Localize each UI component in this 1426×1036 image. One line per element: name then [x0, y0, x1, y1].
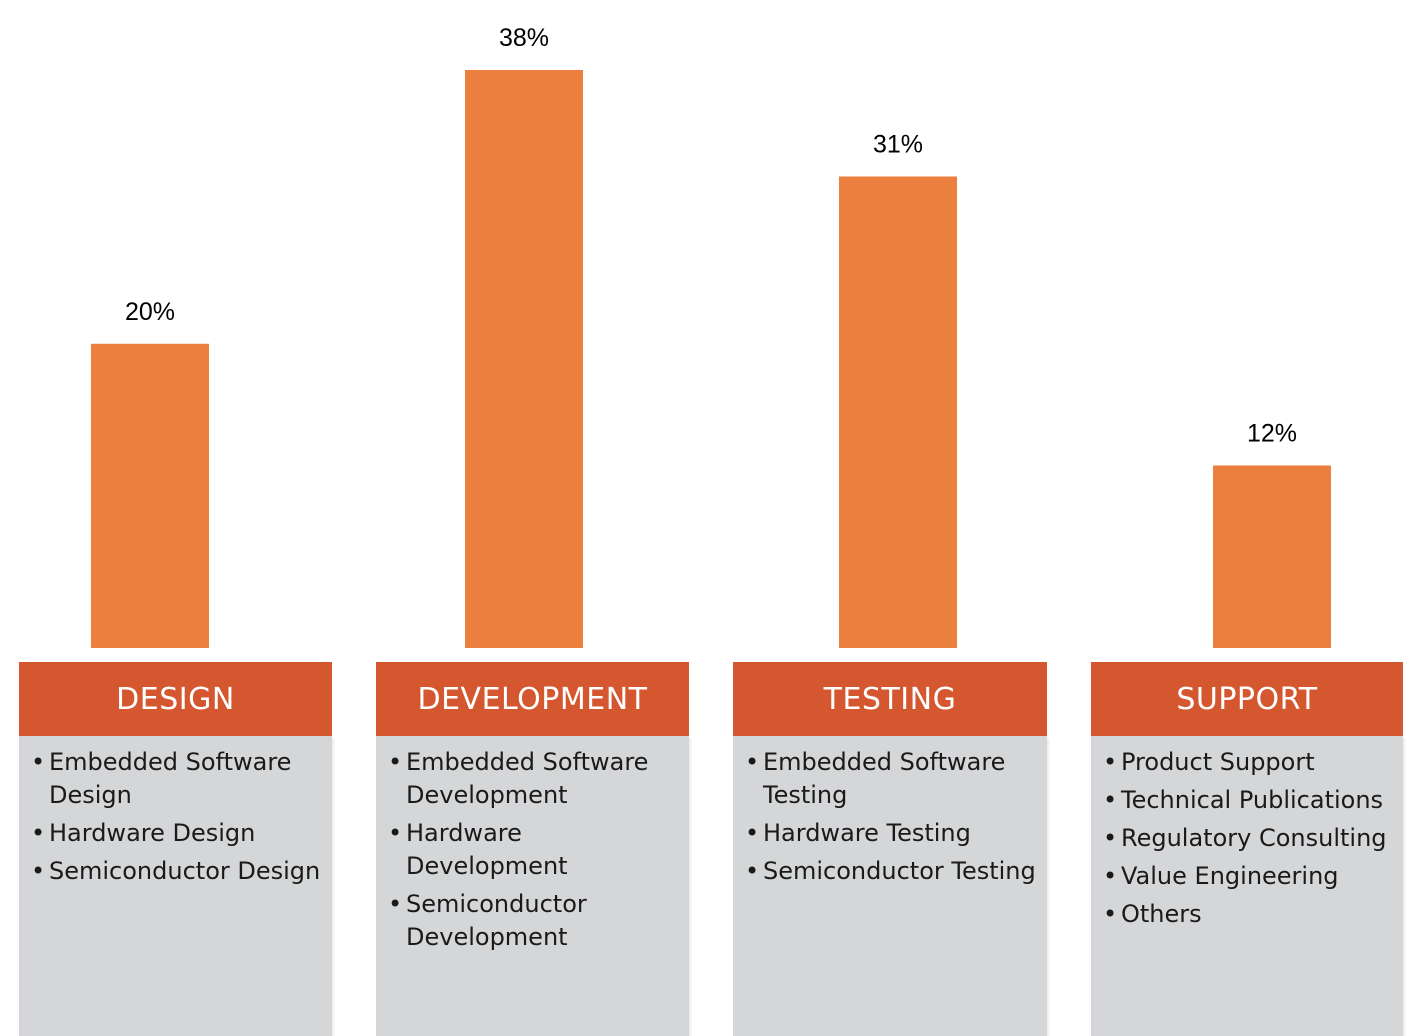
- panel-list-testing: • Embedded Software Testing • Hardware Tes…: [745, 746, 1039, 888]
- bullet-icon: •: [745, 857, 760, 885]
- list-item: • Technical Publications: [1103, 784, 1395, 817]
- list-item: • Semiconductor Development: [388, 888, 681, 954]
- panel-header-support: SUPPORT: [1091, 662, 1403, 736]
- panel-body-testing: • Embedded Software Testing • Hardware Tes…: [733, 736, 1047, 1036]
- list-item-text: Hardware Design: [49, 819, 256, 847]
- bar-chart: 20% 38% 31% 12%: [91, 24, 1331, 648]
- list-item: • Regulatory Consulting: [1103, 822, 1395, 855]
- data-label-design: 20%: [125, 298, 175, 326]
- list-item-text: Semiconductor Testing: [763, 857, 1036, 885]
- list-item: • Embedded Software Design: [31, 746, 324, 812]
- bullet-icon: •: [745, 748, 760, 776]
- list-item-text: Embedded Software Design: [49, 748, 292, 809]
- panel-testing: TESTING • Embedded Software Testing • Hard…: [733, 662, 1047, 1036]
- list-item-text: Hardware Development: [406, 819, 568, 880]
- list-item: • Embedded Software Development: [388, 746, 681, 812]
- bullet-icon: •: [31, 819, 46, 847]
- bar-support: [1213, 465, 1331, 648]
- list-item-text: Semiconductor Development: [406, 890, 587, 951]
- data-label-testing: 31%: [873, 130, 923, 158]
- list-item: • Others: [1103, 898, 1395, 931]
- list-item: • Embedded Software Testing: [745, 746, 1039, 812]
- panel-header-testing: TESTING: [733, 662, 1047, 736]
- list-item-text: Semiconductor Design: [49, 857, 321, 885]
- list-item: • Semiconductor Testing: [745, 855, 1039, 888]
- list-item-text: Value Engineering: [1121, 862, 1339, 890]
- bullet-icon: •: [1103, 824, 1118, 852]
- list-item: • Value Engineering: [1103, 860, 1395, 893]
- bullet-icon: •: [1103, 900, 1118, 928]
- bullet-icon: •: [31, 857, 46, 885]
- list-item-text: Embedded Software Testing: [763, 748, 1006, 809]
- data-label-development: 38%: [499, 24, 549, 52]
- bullet-icon: •: [745, 819, 760, 847]
- panel-body-development: • Embedded Software Development • Hardware…: [376, 736, 689, 1036]
- list-item-text: Hardware Testing: [763, 819, 971, 847]
- list-item-text: Embedded Software Development: [406, 748, 649, 809]
- bullet-icon: •: [1103, 786, 1118, 814]
- panel-body-design: • Embedded Software Design • Hardware Desi…: [19, 736, 332, 1036]
- list-item: • Hardware Testing: [745, 817, 1039, 850]
- bullet-icon: •: [1103, 748, 1118, 776]
- bullet-icon: •: [388, 819, 403, 847]
- panel-list-development: • Embedded Software Development • Hardware…: [388, 746, 681, 954]
- list-item-text: Others: [1121, 900, 1202, 928]
- bullet-icon: •: [31, 748, 46, 776]
- list-item: • Semiconductor Design: [31, 855, 324, 888]
- bullet-icon: •: [388, 748, 403, 776]
- list-item-text: Technical Publications: [1121, 786, 1384, 814]
- panel-header-design: DESIGN: [19, 662, 332, 736]
- list-item: • Hardware Development: [388, 817, 681, 883]
- panel-body-support: • Product Support • Technical Publications…: [1091, 736, 1403, 1036]
- list-item-text: Regulatory Consulting: [1121, 824, 1387, 852]
- list-item-text: Product Support: [1121, 748, 1315, 776]
- bar-testing: [839, 176, 957, 648]
- bullet-icon: •: [388, 890, 403, 918]
- bar-development: [465, 70, 583, 648]
- panel-header-development: DEVELOPMENT: [376, 662, 689, 736]
- panel-list-design: • Embedded Software Design • Hardware Desi…: [31, 746, 324, 888]
- panel-support: SUPPORT • Product Support • Technical Publ…: [1091, 662, 1403, 1036]
- panel-list-support: • Product Support • Technical Publications…: [1103, 746, 1395, 931]
- bar-design: [91, 343, 209, 648]
- bullet-icon: •: [1103, 862, 1118, 890]
- data-label-support: 12%: [1247, 419, 1297, 447]
- panel-design: DESIGN • Embedded Software Design • Hardwa…: [19, 662, 332, 1036]
- list-item: • Product Support: [1103, 746, 1395, 779]
- list-item: • Hardware Design: [31, 817, 324, 850]
- panel-development: DEVELOPMENT • Embedded Software Developme…: [376, 662, 689, 1036]
